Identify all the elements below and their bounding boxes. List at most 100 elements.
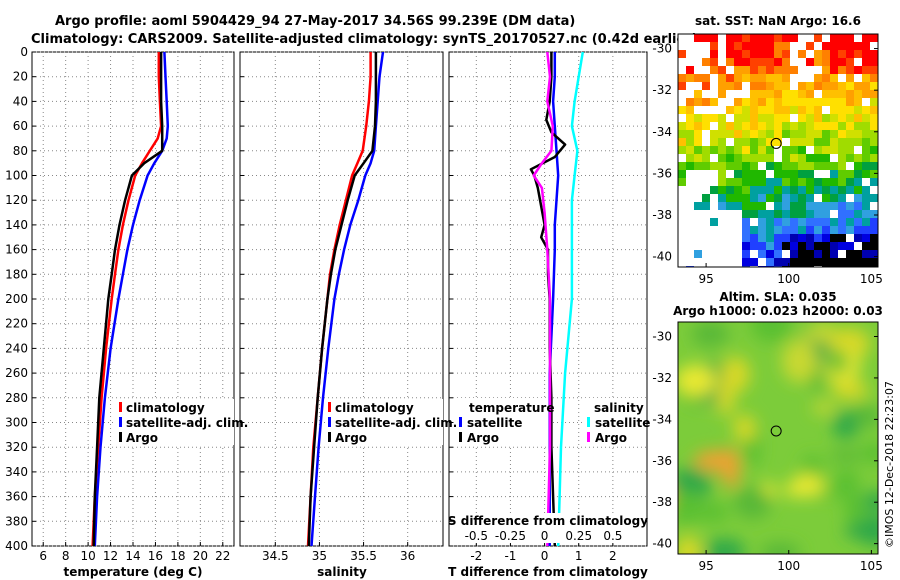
sst-cell [862,50,870,58]
sst-cell [806,106,814,114]
sst-map-title: sat. SST: NaN Argo: 16.6 [695,14,861,28]
sst-cell [798,130,806,138]
sst-cell [782,98,790,106]
sst-cell [734,178,742,186]
sst-cell [758,138,766,146]
sst-cell [814,234,822,242]
sst-cell [814,74,822,82]
sst-cell [742,34,750,42]
sst-cell [806,154,814,162]
sst-cell [814,202,822,210]
sst-cell [806,170,814,178]
sst-cell [822,210,830,218]
sst-cell [694,250,702,258]
sst-cell [814,146,822,154]
xtick-label: 18 [170,549,185,563]
sst-cell [726,146,734,154]
sst-cell [774,74,782,82]
series-line-s-argo [532,52,555,546]
sst-cell [806,114,814,122]
xtick-label: 0 [541,549,549,563]
ytick-label: 340 [5,465,28,479]
sst-cell [766,98,774,106]
salinity-legend: climatology satellite-adj. clim. Argo [325,399,457,445]
sst-cell [814,178,822,186]
sst-cell [814,58,822,66]
sst-cell [766,34,774,42]
sst-cell [830,50,838,58]
sst-cell [846,122,854,130]
sst-cell [830,138,838,146]
sst-cell [806,130,814,138]
sst-cell [718,74,726,82]
sst-cell [846,42,854,50]
sla-blob [861,491,878,511]
sst-cell [742,106,750,114]
sst-cell [838,98,846,106]
sst-cell [814,242,822,250]
sst-cell [774,114,782,122]
map-ytick-label: -30 [652,330,672,344]
sst-cell [750,154,758,162]
sst-cell [870,74,878,82]
sst-cell [798,202,806,210]
sst-cell [798,210,806,218]
sst-cell [726,50,734,58]
sst-cell [822,258,830,266]
diff-legend-s-title: salinity [594,401,644,415]
sst-cell [854,138,862,146]
series-line-s-satellite [556,52,585,546]
sst-cell [742,98,750,106]
sst-cell [790,98,798,106]
diff-legend-t-label-satellite: satellite [467,416,522,430]
sst-cell [830,170,838,178]
sst-cell [854,250,862,258]
sst-cell [830,58,838,66]
sst-cell [742,250,750,258]
sst-cell [822,130,830,138]
sst-cell [846,130,854,138]
sst-cell [702,114,710,122]
sst-cell [694,146,702,154]
sst-cell [870,250,878,258]
sst-cell [790,90,798,98]
map-xtick-label: 105 [860,559,883,573]
sst-cell [758,154,766,162]
sst-cell [822,122,830,130]
sst-cell [678,74,686,82]
sst-cell [750,74,758,82]
sla-blob [812,401,836,414]
sst-cell [798,170,806,178]
sst-cell [766,210,774,218]
sst-cell [846,250,854,258]
sst-cell [782,42,790,50]
sst-cell [862,194,870,202]
sst-cell [742,114,750,122]
legend-label-climatology: climatology [126,401,205,415]
sst-cell [750,66,758,74]
sst-cell [870,98,878,106]
sst-cell [718,146,726,154]
sla-blob [722,447,740,489]
sst-cell [734,146,742,154]
sst-cell [702,74,710,82]
sst-cell [830,66,838,74]
sst-cell [862,42,870,50]
sst-cell [790,234,798,242]
sst-cell [870,218,878,226]
sst-cell [846,154,854,162]
sst-cell [870,194,878,202]
sst-cell [822,178,830,186]
sst-cell [870,50,878,58]
sst-cell [774,106,782,114]
sst-cell [798,194,806,202]
sst-cell [774,258,782,266]
sst-cell [814,138,822,146]
sst-cell [702,58,710,66]
sst-cell [790,258,798,266]
sst-cell [846,50,854,58]
sst-cell [870,34,878,42]
sst-cell [710,186,718,194]
diff-legend-s-bg [584,398,646,446]
sst-cell [766,114,774,122]
